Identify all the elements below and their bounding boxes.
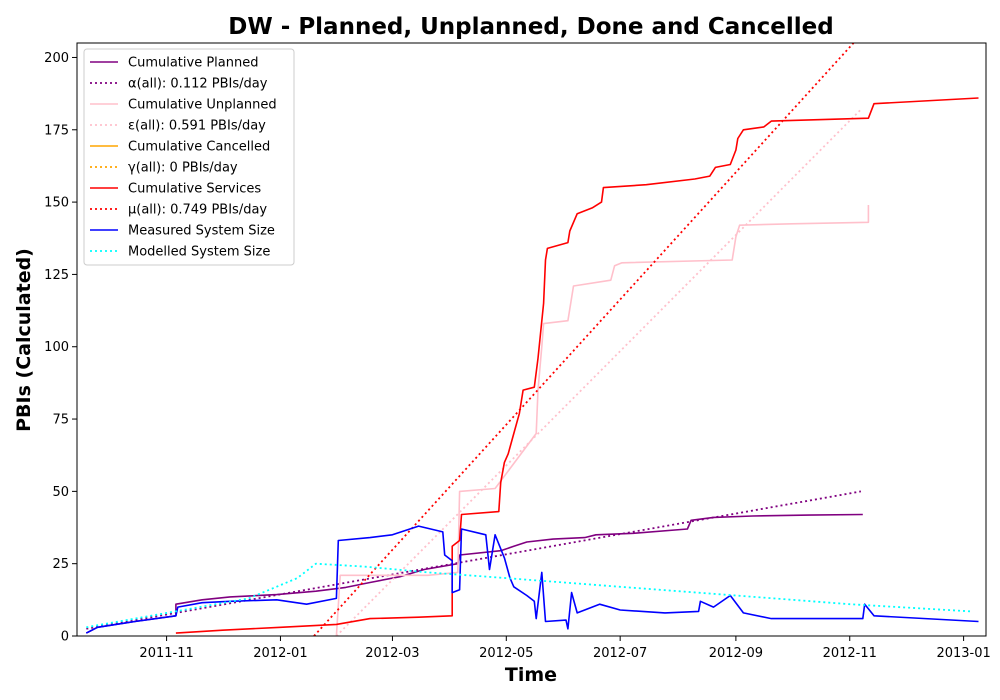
x-tick-label: 2013-01 (936, 646, 990, 661)
legend-label: Modelled System Size (128, 245, 270, 260)
x-tick-label: 2012-05 (479, 646, 533, 661)
y-tick-label: 75 (52, 413, 69, 428)
plot-frame (76, 42, 987, 637)
x-tick-label: 2012-03 (365, 646, 419, 661)
x-tick-label: 2012-07 (593, 646, 647, 661)
series-cumulative-unplanned (335, 205, 870, 636)
y-tick-label: 200 (44, 51, 69, 66)
legend-label: Cumulative Planned (128, 56, 258, 71)
chart-title: DW - Planned, Unplanned, Done and Cancel… (228, 14, 833, 40)
legend-label: Measured System Size (128, 224, 275, 239)
y-tick-label: 100 (44, 340, 69, 355)
series-measured-system-size (85, 525, 979, 634)
y-axis-title: PBIs (Calculated) (13, 248, 35, 432)
y-tick-label: 125 (44, 268, 69, 283)
y-tick-label: 50 (52, 485, 69, 500)
x-axis-title: Time (505, 664, 557, 686)
legend-label: ε(all): 0.591 PBIs/day (128, 119, 266, 134)
legend: Cumulative Planned α(all): 0.112 PBIs/day… (83, 48, 295, 266)
y-tick-label: 25 (52, 557, 69, 572)
y-tick-label: 175 (44, 123, 69, 138)
legend-label: α(all): 0.112 PBIs/day (128, 77, 268, 92)
x-tick-label: 2012-09 (709, 646, 763, 661)
x-tick-label: 2012-01 (253, 646, 307, 661)
legend-box (83, 48, 295, 266)
y-tick-label: 150 (44, 196, 69, 211)
series-layer (85, 43, 979, 636)
series-alpha-trend (86, 490, 862, 630)
series-mu-trend (313, 43, 855, 636)
legend-label: γ(all): 0 PBIs/day (128, 161, 238, 176)
x-tick-label: 2012-11 (823, 646, 877, 661)
legend-label: Cumulative Unplanned (128, 98, 277, 113)
series-epsilon-trend (335, 108, 862, 636)
legend-label: Cumulative Services (128, 182, 261, 197)
series-modelled-system-size (86, 562, 972, 629)
legend-label: μ(all): 0.749 PBIs/day (128, 203, 267, 218)
x-tick-label: 2011-11 (139, 646, 193, 661)
series-cumulative-services (175, 97, 979, 634)
legend-label: Cumulative Cancelled (128, 140, 270, 155)
ticks-layer: 0 25 50 75 100 125 150 175 200 2011-11 2012-01 2012… (44, 51, 991, 661)
y-tick-label: 0 (61, 630, 69, 645)
